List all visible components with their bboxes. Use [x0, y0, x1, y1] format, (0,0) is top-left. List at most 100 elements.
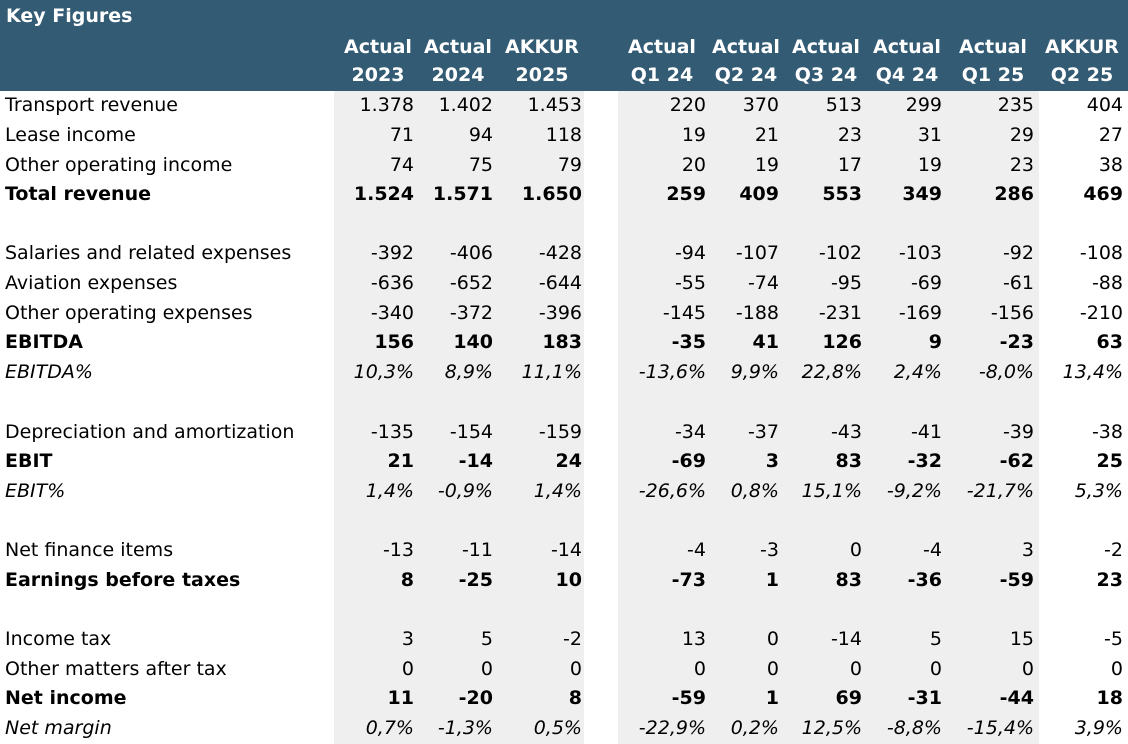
table-cell: -31 — [907, 687, 942, 709]
table-cell: 1.402 — [438, 94, 493, 116]
table-cell: -428 — [538, 242, 582, 264]
table-cell: 23 — [1096, 569, 1123, 591]
table-cell: 259 — [666, 183, 706, 205]
table-cell: 5 — [480, 628, 493, 650]
table-cell: 1.453 — [527, 94, 582, 116]
table-cell: -169 — [898, 302, 942, 324]
table-cell: -13 — [382, 539, 414, 561]
table-cell: -4 — [923, 539, 942, 561]
table-cell: 1,4% — [365, 480, 414, 502]
table-cell: 25 — [1096, 450, 1123, 472]
table-cell: -69 — [910, 272, 942, 294]
table-row: Other matters after tax 0 0 0 0 0 0 0 0 0 — [0, 655, 1128, 685]
column-header-type-7: Actual — [873, 36, 941, 58]
table-cell: -36 — [907, 569, 942, 591]
table-cell: -39 — [1002, 421, 1034, 443]
table-cell: -145 — [662, 302, 706, 324]
column-header-period-7: Q4 24 — [875, 64, 939, 86]
row-label: Salaries and related expenses — [5, 242, 292, 264]
column-header-type-6: Actual — [792, 36, 860, 58]
table-cell: -62 — [999, 450, 1034, 472]
table-title: Key Figures — [6, 5, 133, 27]
table-cell: 94 — [468, 124, 493, 146]
table-cell: 0 — [849, 539, 862, 561]
column-header-period-1: 2023 — [351, 64, 405, 86]
table-cell: -25 — [458, 569, 493, 591]
table-cell: 79 — [557, 154, 582, 176]
table-cell: -135 — [370, 421, 414, 443]
table-row: Income tax 3 5 -2 13 0 -14 5 15 -5 — [0, 625, 1128, 655]
table-cell: -2 — [1104, 539, 1123, 561]
column-header-period-9: Q2 25 — [1050, 64, 1114, 86]
table-cell: -340 — [370, 302, 414, 324]
table-cell: -8,0% — [978, 361, 1034, 383]
table-cell: -26,6% — [638, 480, 706, 502]
table-cell: -41 — [910, 421, 942, 443]
shaded-annual-columns — [334, 91, 584, 744]
table-row: Aviation expenses -636 -652 -644 -55 -74 -95 -6… — [0, 269, 1128, 299]
table-row: Net income 11 -20 8 -59 1 69 -31 -44 18 — [0, 684, 1128, 714]
row-label: Net margin — [5, 717, 112, 739]
table-cell: 0 — [401, 658, 414, 680]
row-label: Aviation expenses — [5, 272, 178, 294]
table-cell: 23 — [837, 124, 862, 146]
table-cell: -14 — [830, 628, 862, 650]
table-cell: 9 — [928, 331, 942, 353]
table-cell: 3,9% — [1074, 717, 1123, 739]
table-cell: 27 — [1098, 124, 1123, 146]
table-cell: -43 — [830, 421, 862, 443]
table-cell: 513 — [825, 94, 862, 116]
table-cell: -23 — [999, 331, 1034, 353]
table-cell: 19 — [917, 154, 942, 176]
table-cell: 38 — [1098, 154, 1123, 176]
table-cell: 1 — [765, 687, 779, 709]
table-cell: -3 — [760, 539, 779, 561]
table-cell: -392 — [370, 242, 414, 264]
table-cell: -61 — [1002, 272, 1034, 294]
table-cell: 0 — [766, 628, 779, 650]
table-cell: 1.571 — [432, 183, 493, 205]
table-cell: -20 — [458, 687, 493, 709]
table-cell: -35 — [671, 331, 706, 353]
table-cell: 29 — [1009, 124, 1034, 146]
table-cell: 0 — [1021, 658, 1034, 680]
table-cell: 17 — [837, 154, 862, 176]
table-cell: 553 — [822, 183, 862, 205]
table-cell: 220 — [669, 94, 706, 116]
row-label: Other operating expenses — [5, 302, 253, 324]
row-label: Total revenue — [5, 183, 151, 205]
table-cell: 83 — [835, 569, 862, 591]
table-row: EBIT% 1,4% -0,9% 1,4% -26,6% 0,8% 15,1% -9,2% -2… — [0, 477, 1128, 507]
table-cell: 0 — [693, 658, 706, 680]
table-row: Other operating expenses -340 -372 -396 -145… — [0, 299, 1128, 329]
table-cell: 3 — [401, 628, 414, 650]
table-cell: 1.378 — [359, 94, 414, 116]
table-cell: 11,1% — [521, 361, 582, 383]
table-cell: 9,9% — [730, 361, 779, 383]
table-cell: 13,4% — [1062, 361, 1123, 383]
table-cell: -44 — [999, 687, 1034, 709]
column-header-period-3: 2025 — [515, 64, 569, 86]
table-cell: 0 — [849, 658, 862, 680]
table-cell: -92 — [1002, 242, 1034, 264]
table-cell: 0 — [569, 658, 582, 680]
table-cell: 0 — [1110, 658, 1123, 680]
table-cell: -34 — [674, 421, 706, 443]
table-cell: 183 — [542, 331, 582, 353]
column-header-type-9: AKKUR — [1045, 36, 1119, 58]
table-row: EBITDA 156 140 183 -35 41 126 9 -23 63 — [0, 328, 1128, 358]
table-cell: 235 — [997, 94, 1034, 116]
column-header-type-1: Actual — [344, 36, 412, 58]
column-header-type-3: AKKUR — [505, 36, 579, 58]
table-cell: -59 — [999, 569, 1034, 591]
column-header-period-8: Q1 25 — [961, 64, 1025, 86]
row-label: EBITDA% — [5, 361, 93, 383]
table-cell: -103 — [898, 242, 942, 264]
table-cell: -154 — [449, 421, 493, 443]
table-cell: 20 — [681, 154, 706, 176]
column-header-type-8: Actual — [959, 36, 1027, 58]
table-cell: 1.524 — [353, 183, 414, 205]
table-cell: -102 — [818, 242, 862, 264]
table-cell: -107 — [735, 242, 779, 264]
table-cell: -95 — [830, 272, 862, 294]
